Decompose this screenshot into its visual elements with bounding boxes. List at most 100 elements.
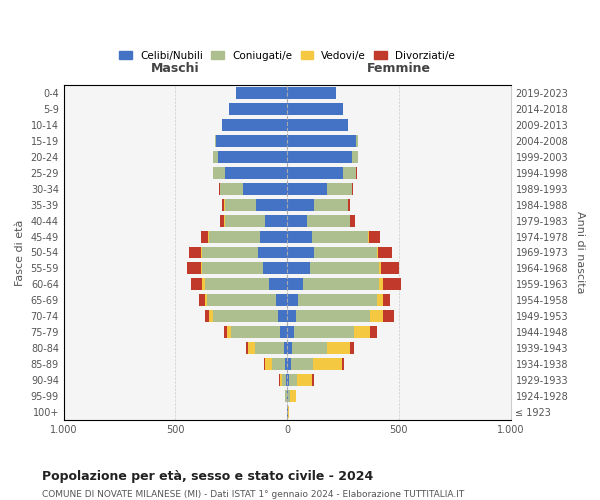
Bar xyxy=(202,278,205,290)
Bar xyxy=(258,246,287,258)
Bar xyxy=(287,262,310,274)
Bar xyxy=(229,103,287,115)
Text: COMUNE DI NOVATE MILANESE (MI) - Dati ISTAT 1° gennaio 2024 - Elaborazione TUTTI: COMUNE DI NOVATE MILANESE (MI) - Dati IS… xyxy=(42,490,464,499)
Bar xyxy=(328,182,352,194)
Bar xyxy=(219,182,220,194)
Bar xyxy=(356,134,358,146)
Bar xyxy=(223,119,287,130)
Bar xyxy=(255,342,284,354)
Bar xyxy=(379,262,381,274)
Bar xyxy=(292,342,328,354)
Bar xyxy=(287,294,298,306)
Bar xyxy=(383,294,390,306)
Bar xyxy=(287,182,328,194)
Bar xyxy=(381,262,399,274)
Bar xyxy=(287,310,296,322)
Bar xyxy=(263,262,287,274)
Bar xyxy=(246,342,248,354)
Bar xyxy=(220,214,224,226)
Bar xyxy=(189,246,201,258)
Bar xyxy=(298,294,377,306)
Bar xyxy=(205,278,269,290)
Bar xyxy=(287,214,307,226)
Bar xyxy=(200,262,202,274)
Bar xyxy=(200,230,208,242)
Bar xyxy=(310,262,379,274)
Bar xyxy=(242,182,287,194)
Bar xyxy=(287,134,356,146)
Bar xyxy=(343,166,356,178)
Bar xyxy=(289,374,297,386)
Bar xyxy=(313,374,314,386)
Bar xyxy=(352,150,358,162)
Bar xyxy=(370,310,383,322)
Bar xyxy=(350,214,355,226)
Bar xyxy=(202,246,258,258)
Bar xyxy=(232,326,280,338)
Bar xyxy=(377,294,383,306)
Bar xyxy=(288,390,290,402)
Bar xyxy=(314,198,347,210)
Bar xyxy=(227,326,232,338)
Bar xyxy=(286,374,287,386)
Bar xyxy=(312,230,368,242)
Bar xyxy=(287,198,314,210)
Bar xyxy=(377,246,379,258)
Bar xyxy=(205,310,209,322)
Bar xyxy=(347,119,348,130)
Bar xyxy=(214,166,224,178)
Legend: Celibi/Nubili, Coniugati/e, Vedovi/e, Divorziati/e: Celibi/Nubili, Coniugati/e, Vedovi/e, Di… xyxy=(115,46,459,65)
Bar xyxy=(287,119,347,130)
Bar xyxy=(224,166,287,178)
Bar xyxy=(260,230,287,242)
Bar xyxy=(348,198,350,210)
Bar xyxy=(285,358,287,370)
Bar xyxy=(287,342,292,354)
Text: Femmine: Femmine xyxy=(367,62,431,76)
Text: Popolazione per età, sesso e stato civile - 2024: Popolazione per età, sesso e stato civil… xyxy=(42,470,373,483)
Bar xyxy=(354,326,370,338)
Bar xyxy=(288,406,289,418)
Bar xyxy=(290,358,313,370)
Bar xyxy=(368,230,369,242)
Y-axis label: Anni di nascita: Anni di nascita xyxy=(575,211,585,294)
Bar xyxy=(224,326,227,338)
Bar xyxy=(287,87,337,99)
Bar xyxy=(256,198,287,210)
Bar xyxy=(208,230,209,242)
Bar xyxy=(214,150,218,162)
Bar xyxy=(276,294,287,306)
Bar xyxy=(287,230,312,242)
Bar xyxy=(307,214,350,226)
Bar xyxy=(350,342,354,354)
Bar xyxy=(187,262,200,274)
Bar xyxy=(191,278,202,290)
Bar xyxy=(209,230,260,242)
Bar xyxy=(209,310,214,322)
Bar xyxy=(236,87,287,99)
Bar xyxy=(314,246,377,258)
Bar xyxy=(269,278,287,290)
Bar xyxy=(287,278,303,290)
Bar xyxy=(383,278,401,290)
Bar xyxy=(352,182,353,194)
Bar xyxy=(272,358,285,370)
Bar xyxy=(280,326,287,338)
Bar xyxy=(287,358,290,370)
Bar xyxy=(214,310,278,322)
Bar xyxy=(224,198,256,210)
Bar xyxy=(328,342,350,354)
Bar xyxy=(290,390,296,402)
Bar xyxy=(287,166,343,178)
Bar xyxy=(264,358,265,370)
Bar xyxy=(287,246,314,258)
Bar xyxy=(303,278,379,290)
Bar xyxy=(205,294,207,306)
Bar xyxy=(313,358,342,370)
Bar xyxy=(207,294,276,306)
Bar xyxy=(224,214,265,226)
Bar xyxy=(370,326,377,338)
Bar xyxy=(201,246,202,258)
Bar xyxy=(199,294,205,306)
Bar xyxy=(379,246,392,258)
